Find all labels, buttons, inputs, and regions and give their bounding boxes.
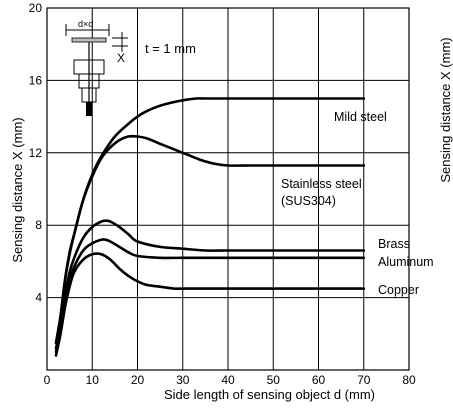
x-tick-label: 50: [267, 373, 281, 387]
series-label-mild-steel: Mild steel: [334, 110, 387, 124]
y-tick-label: 20: [29, 1, 43, 15]
series-line-brass: [54, 219, 366, 350]
x-tick-label: 80: [402, 373, 416, 387]
inset-x-label: X: [117, 51, 125, 65]
x-tick-label: 40: [221, 373, 235, 387]
series-label-copper: Copper: [378, 283, 419, 297]
series-line-stainless-steel-sus304: [54, 134, 366, 345]
y-tick-label: 4: [35, 291, 42, 305]
y-tick-label: 12: [29, 146, 43, 160]
series-curves: [54, 97, 366, 357]
sensor-sketch: d×d X: [65, 19, 128, 116]
inset-d-label: d×d: [78, 19, 93, 29]
x-tick-label: 60: [312, 373, 326, 387]
x-axis-title: Side length of sensing object d (mm): [164, 387, 375, 402]
series-label-stainless-steel: Stainless steel: [281, 177, 362, 191]
series-label-brass: Brass: [378, 237, 410, 251]
y-tick-labels: 4 8 12 16 20: [29, 1, 43, 305]
series-label-sus304: (SUS304): [281, 194, 336, 208]
x-tick-label: 70: [357, 373, 371, 387]
series-line-copper: [54, 252, 366, 357]
thickness-annotation: t = 1 mm: [145, 41, 196, 56]
x-tick-labels: 0 10 20 30 40 50 60 70 80: [44, 373, 416, 387]
vertical-gridlines: [91, 8, 365, 370]
y-axis-title: Sensing distance X (mm): [10, 117, 25, 262]
x-tick-label: 20: [131, 373, 145, 387]
plot-frame: [46, 7, 410, 371]
y-tick-label: 16: [29, 73, 43, 87]
y-axis-title-right: Sensing distance X (mm): [438, 37, 453, 182]
series-line-aluminum: [54, 238, 366, 354]
x-tick-label: 30: [176, 373, 190, 387]
x-tick-label: 0: [44, 373, 51, 387]
series-label-aluminum: Aluminum: [378, 255, 434, 269]
horizontal-gridlines: [47, 79, 409, 299]
x-tick-label: 10: [86, 373, 100, 387]
y-tick-label: 8: [35, 218, 42, 232]
